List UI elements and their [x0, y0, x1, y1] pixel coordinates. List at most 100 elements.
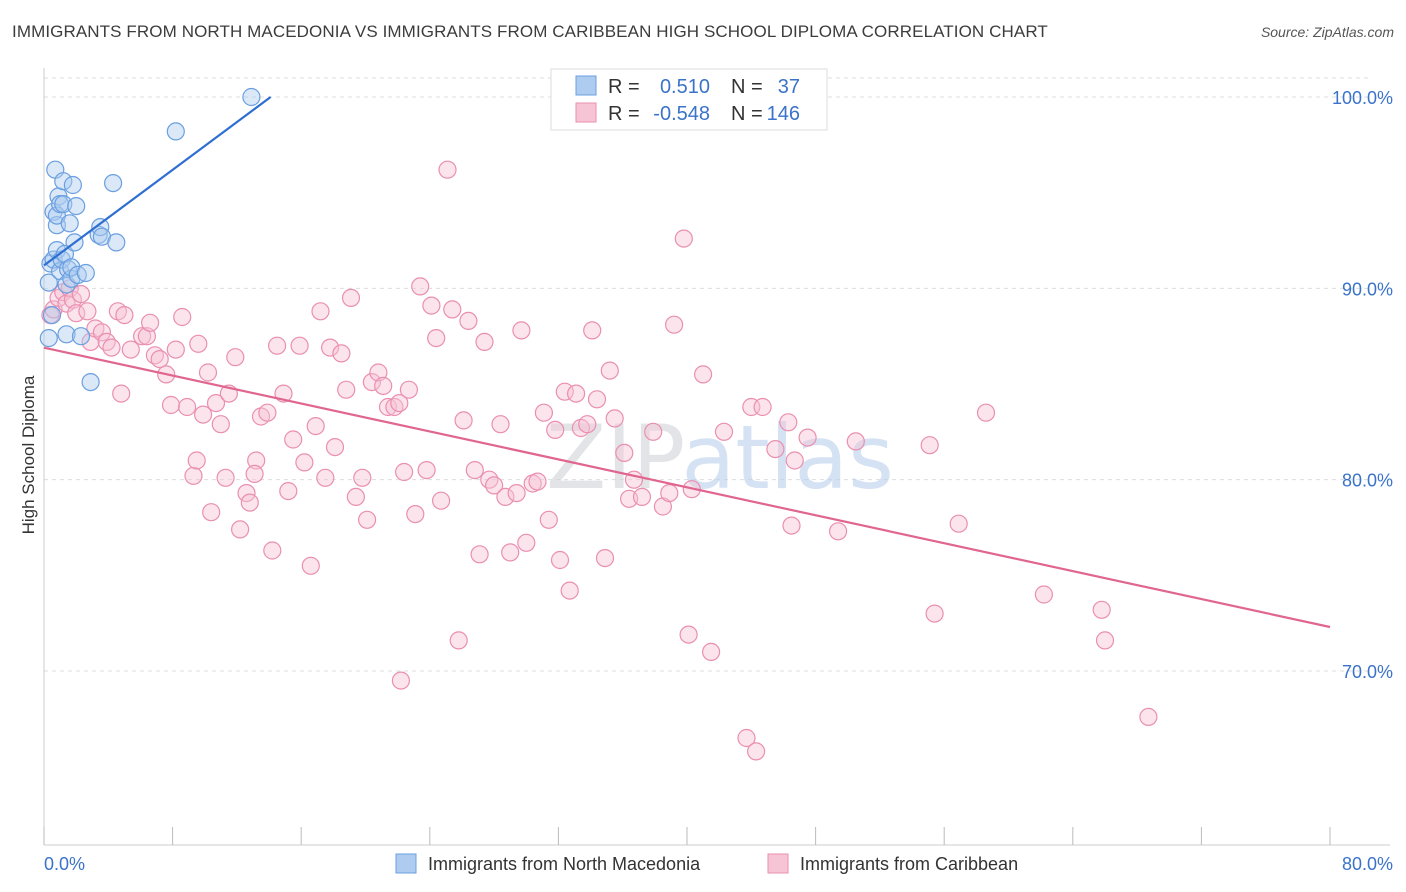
- caribbean-point: [325, 438, 345, 457]
- caribbean-point: [240, 493, 259, 512]
- n-label-2: N =: [731, 103, 763, 125]
- north-macedonia-point: [39, 329, 58, 348]
- caribbean-point: [187, 451, 206, 470]
- caribbean-point: [595, 548, 615, 568]
- y-axis-label: High School Diploma: [19, 375, 38, 534]
- caribbean-point: [358, 510, 377, 529]
- caribbean-point: [374, 376, 393, 395]
- caribbean-point: [432, 491, 451, 510]
- caribbean-point: [92, 323, 112, 342]
- north-macedonia-point: [107, 233, 126, 252]
- caribbean-point: [512, 321, 531, 340]
- north-macedonia-point: [81, 373, 100, 392]
- caribbean-point: [470, 545, 489, 564]
- caribbean-point: [701, 642, 721, 662]
- caribbean-point: [406, 504, 425, 524]
- x-tick-labels: 0.0% 80.0%: [44, 854, 1393, 874]
- n-value-1: 37: [778, 76, 800, 98]
- caribbean-point: [295, 453, 314, 472]
- legend-series-2: Immigrants from Caribbean: [800, 854, 1018, 874]
- caribbean-point: [785, 451, 804, 470]
- caribbean-points: [41, 160, 1158, 761]
- stats-legend: R = 0.510 N = 37 R = -0.548 N = 146: [550, 68, 828, 131]
- caribbean-point: [194, 405, 213, 424]
- caribbean-point: [411, 277, 430, 296]
- r-label-1: R =: [608, 76, 640, 98]
- caribbean-point: [173, 307, 192, 327]
- caribbean-point: [443, 300, 462, 319]
- r-value-2: -0.548: [653, 103, 710, 125]
- caribbean-point: [311, 302, 330, 321]
- caribbean-point: [161, 395, 181, 415]
- caribbean-point: [362, 373, 381, 392]
- chart-source: Source: ZipAtlas.com: [1260, 24, 1394, 40]
- caribbean-point: [693, 365, 713, 384]
- caribbean-point: [150, 350, 169, 369]
- caribbean-point: [198, 363, 218, 382]
- caribbean-point: [507, 484, 526, 503]
- x-tick-label: 0.0%: [44, 854, 85, 874]
- caribbean-point: [798, 428, 817, 447]
- caribbean-point: [828, 522, 848, 541]
- y-tick-label: 90.0%: [1342, 279, 1393, 299]
- caribbean-point: [501, 543, 520, 562]
- caribbean-point: [779, 413, 798, 432]
- n-label-1: N =: [731, 76, 763, 98]
- north-macedonia-point: [57, 325, 76, 344]
- chart-title: IMMIGRANTS FROM NORTH MACEDONIA VS IMMIG…: [12, 22, 1048, 41]
- caribbean-point: [258, 403, 277, 422]
- caribbean-point: [496, 487, 515, 506]
- caribbean-point: [321, 338, 340, 357]
- north-macedonia-point: [60, 214, 79, 233]
- caribbean-point: [485, 476, 504, 495]
- caribbean-point: [491, 415, 510, 434]
- caribbean-point: [587, 390, 607, 409]
- caribbean-point: [395, 462, 414, 482]
- caribbean-point: [480, 470, 499, 489]
- caribbean-point: [555, 382, 574, 401]
- caribbean-point: [263, 541, 282, 560]
- north-macedonia-trend-line: [43, 96, 272, 267]
- pink-swatch-icon: [575, 102, 597, 123]
- series-legend: Immigrants from North Macedonia Immigran…: [395, 853, 1018, 874]
- caribbean-point: [369, 363, 388, 382]
- north-macedonia-point: [42, 306, 62, 325]
- caribbean-point: [202, 503, 221, 522]
- caribbean-point: [459, 311, 478, 330]
- caribbean-point: [216, 468, 235, 487]
- caribbean-point: [615, 443, 634, 462]
- caribbean-point: [332, 344, 351, 363]
- caribbean-point: [539, 510, 558, 529]
- caribbean-point: [976, 403, 996, 422]
- caribbean-point: [550, 550, 570, 570]
- legend-series-1: Immigrants from North Macedonia: [428, 854, 701, 874]
- grid-lines: [44, 77, 1370, 672]
- x-tick-label: 80.0%: [1342, 854, 1393, 874]
- caribbean-point: [517, 533, 536, 552]
- north-macedonia-point: [67, 197, 86, 216]
- caribbean-point: [306, 417, 325, 436]
- y-tick-label: 80.0%: [1342, 471, 1393, 491]
- caribbean-point: [660, 484, 679, 503]
- caribbean-point: [231, 520, 250, 539]
- caribbean-point: [528, 472, 547, 491]
- caribbean-point: [247, 451, 266, 470]
- y-tick-label: 100.0%: [1332, 88, 1393, 108]
- caribbean-point: [67, 304, 86, 323]
- caribbean-point: [268, 336, 287, 355]
- caribbean-point: [206, 394, 226, 413]
- axes: [43, 68, 1390, 846]
- caribbean-point: [674, 229, 693, 248]
- caribbean-point: [714, 422, 734, 441]
- caribbean-point: [189, 334, 208, 353]
- north-macedonia-point: [166, 122, 185, 141]
- north-macedonia-point: [89, 225, 108, 244]
- blue-swatch-icon: [575, 75, 597, 96]
- watermark: ZIPatlas: [546, 406, 894, 509]
- caribbean-point: [353, 468, 372, 487]
- caribbean-point: [679, 625, 698, 644]
- caribbean-point: [427, 329, 446, 348]
- caribbean-point: [245, 464, 264, 483]
- north-macedonia-point: [63, 175, 83, 195]
